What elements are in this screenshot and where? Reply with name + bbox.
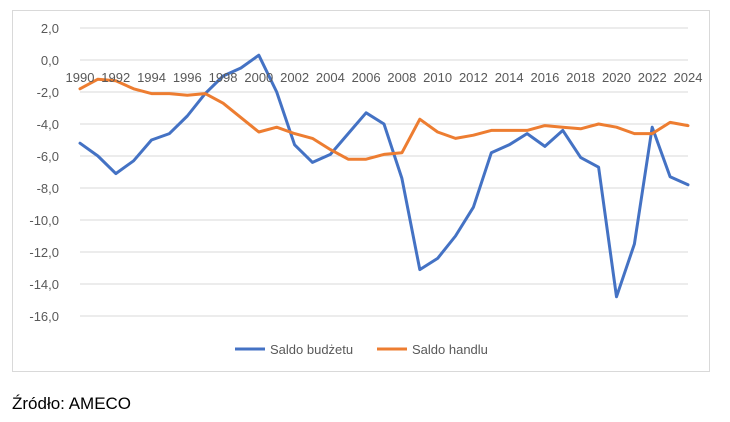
series-line-saldo-budżetu (78, 53, 690, 299)
gridlines (80, 27, 688, 317)
x-tick-label: 2010 (423, 70, 452, 85)
x-tick-label: 2008 (387, 70, 416, 85)
chart-area: 2,0 0,0 -2,0 -4,0 -6,0 -8,0 -10,0 -12,0 -14,0 -16… (12, 10, 710, 372)
x-tick-label: 2024 (674, 70, 703, 85)
x-tick-label: 1998 (209, 70, 238, 85)
legend: Saldo budżetu Saldo handlu (235, 342, 488, 357)
x-tick-label: 1996 (173, 70, 202, 85)
x-tick-label: 2006 (352, 70, 381, 85)
line-chart: 2,0 0,0 -2,0 -4,0 -6,0 -8,0 -10,0 -12,0 -14,0 -16… (29, 21, 703, 357)
legend-label: Saldo budżetu (270, 342, 353, 357)
x-tick-label: 2020 (602, 70, 631, 85)
legend-label: Saldo handlu (412, 342, 488, 357)
x-tick-label: 2002 (280, 70, 309, 85)
x-tick-label: 2018 (566, 70, 595, 85)
x-tick-label: 1992 (101, 70, 130, 85)
y-tick-label: -2,0 (37, 85, 59, 100)
y-tick-label: 0,0 (41, 53, 59, 68)
x-tick-label: 1990 (66, 70, 95, 85)
y-axis-ticks: 2,0 0,0 -2,0 -4,0 -6,0 -8,0 -10,0 -12,0 -14,0 -16… (29, 21, 59, 324)
y-tick-label: -12,0 (29, 245, 59, 260)
y-tick-label: -16,0 (29, 309, 59, 324)
x-tick-label: 2012 (459, 70, 488, 85)
x-tick-label: 1994 (137, 70, 166, 85)
x-axis-ticks: 1990 1992 1994 1996 1998 2000 2002 2004 2006 2008… (66, 70, 703, 85)
y-tick-label: -10,0 (29, 213, 59, 228)
y-tick-label: -6,0 (37, 149, 59, 164)
x-tick-label: 2000 (244, 70, 273, 85)
x-tick-label: 2014 (495, 70, 524, 85)
series-line-saldo-handlu (78, 77, 690, 161)
y-tick-label: -14,0 (29, 277, 59, 292)
y-tick-label: 2,0 (41, 21, 59, 36)
x-tick-label: 2016 (530, 70, 559, 85)
source-note: Źródło: AMECO (12, 394, 132, 413)
x-tick-label: 2004 (316, 70, 345, 85)
x-tick-label: 2022 (638, 70, 667, 85)
series-lines (78, 53, 690, 299)
y-tick-label: -4,0 (37, 117, 59, 132)
y-tick-label: -8,0 (37, 181, 59, 196)
